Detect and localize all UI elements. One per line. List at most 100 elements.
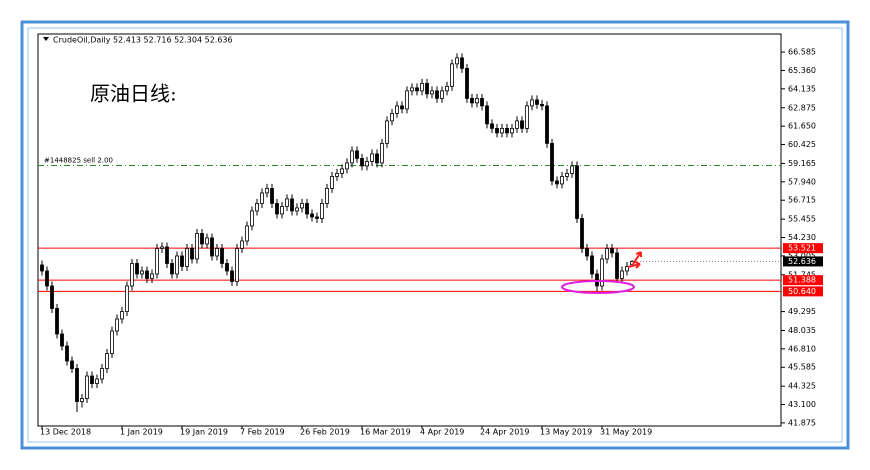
candle-body: [530, 99, 534, 107]
candle-body: [345, 162, 349, 170]
candle-body: [260, 192, 264, 204]
x-tick-label: 26 Feb 2019: [300, 428, 350, 437]
candle-body: [155, 248, 159, 275]
y-tick-label: 54.230: [788, 233, 816, 242]
candle-body: [350, 150, 354, 164]
candle-body: [520, 120, 524, 129]
x-tick-label: 4 Apr 2019: [420, 428, 464, 437]
candle-body: [75, 368, 79, 402]
candle-body: [185, 248, 189, 267]
x-tick-label: 1 Jan 2019: [120, 428, 163, 437]
candle-body: [115, 318, 119, 332]
candle-body: [480, 97, 484, 107]
candle-body: [555, 180, 559, 185]
candle-body: [40, 264, 44, 272]
y-tick-label: 60.425: [788, 140, 816, 149]
candle-body: [465, 67, 469, 99]
candle-body: [145, 270, 149, 279]
candle-body: [370, 153, 374, 162]
y-tick-label: 53.005: [788, 251, 816, 260]
candle-body: [200, 233, 204, 245]
current-price-tag: [783, 256, 823, 267]
candle-body: [245, 225, 249, 242]
candle-body: [355, 150, 359, 159]
y-tick-label: 49.295: [788, 307, 816, 316]
current-price-label: 52.636: [788, 257, 816, 266]
candle-body: [445, 85, 449, 92]
candle-body: [515, 120, 519, 129]
candle-body: [240, 240, 244, 249]
frame-inner: [27, 27, 843, 443]
candle-body: [605, 248, 609, 260]
y-tick-label: 55.455: [788, 215, 816, 224]
y-tick-label: 51.745: [788, 270, 816, 279]
x-tick-label: 16 Mar 2019: [360, 428, 411, 437]
candle-body: [600, 258, 604, 287]
arrow-up: [632, 251, 642, 265]
candle-body: [625, 266, 629, 272]
candle-body: [120, 311, 124, 320]
level-tag: [783, 275, 823, 286]
candle-body: [85, 375, 89, 399]
candle-body: [150, 273, 154, 279]
y-tick-label: 45.585: [788, 363, 816, 372]
candle-body: [565, 173, 569, 177]
level-tag: [783, 286, 823, 297]
candle-body: [420, 82, 424, 92]
candle-body: [230, 270, 234, 282]
candle-body: [180, 255, 184, 267]
candle-body: [455, 57, 459, 65]
frame: [20, 20, 850, 450]
candle-body: [125, 285, 129, 312]
x-tick-label: 19 Jan 2019: [180, 428, 228, 437]
candle-body: [265, 188, 269, 194]
y-tick-label: 56.715: [788, 196, 816, 205]
candle-body: [525, 105, 529, 129]
candle-body: [90, 375, 94, 384]
level-label: 50.640: [788, 287, 816, 296]
candle-body: [325, 188, 329, 204]
candle-body: [165, 246, 169, 264]
x-tick-label: 7 Feb 2019: [240, 428, 285, 437]
candle-body: [440, 90, 444, 99]
candle-body: [510, 127, 514, 134]
x-tick-label: 13 May 2019: [540, 428, 592, 437]
level-label: 51.388: [788, 276, 816, 285]
candle-body: [250, 210, 254, 227]
candle-body: [255, 203, 259, 212]
y-tick-label: 64.135: [788, 84, 816, 93]
candle-body: [275, 203, 279, 215]
candle-body: [190, 248, 194, 260]
candle-body: [385, 120, 389, 144]
candle-body: [210, 237, 214, 257]
y-tick-label: 62.875: [788, 103, 816, 112]
candle-body: [280, 206, 284, 215]
candle-body: [395, 105, 399, 114]
candle-body: [450, 63, 454, 87]
candle-body: [580, 218, 584, 249]
candle-body: [205, 237, 209, 245]
candle-body: [540, 103, 544, 107]
candle-body: [330, 176, 334, 189]
candle-body: [400, 105, 404, 110]
candle-body: [475, 97, 479, 104]
menu-icon: [43, 37, 49, 41]
candle-body: [175, 255, 179, 275]
candle-body: [290, 198, 294, 212]
candle-body: [610, 248, 614, 254]
candle-body: [225, 263, 229, 272]
y-tick-label: 48.035: [788, 326, 816, 335]
candle-body: [135, 263, 139, 275]
candle-body: [595, 273, 599, 287]
candle-body: [235, 248, 239, 282]
candle-body: [620, 270, 624, 279]
candle-body: [100, 368, 104, 380]
candle-body: [55, 308, 59, 335]
candle-body: [560, 176, 564, 185]
candle-body: [360, 158, 364, 167]
annotation: 原油日线:: [90, 82, 177, 106]
candle-body: [375, 153, 379, 164]
candle-body: [300, 203, 304, 209]
candle-body: [60, 333, 64, 347]
candle-body: [305, 203, 309, 215]
